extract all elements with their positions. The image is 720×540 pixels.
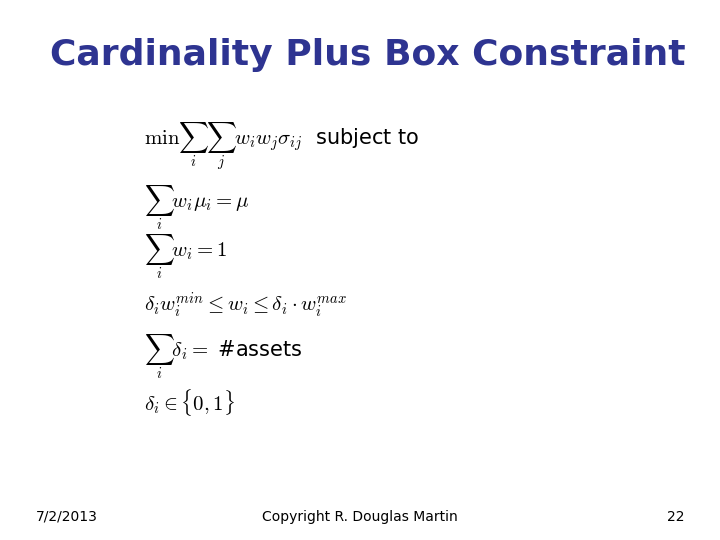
Text: $\sum_i w_i = 1$: $\sum_i w_i = 1$	[144, 232, 228, 281]
Text: Cardinality Plus Box Constraint: Cardinality Plus Box Constraint	[50, 38, 686, 72]
Text: 7/2/2013: 7/2/2013	[36, 510, 98, 524]
Text: $\delta_i w_i^{min} \leq w_i \leq \delta_i \cdot w_i^{max}$: $\delta_i w_i^{min} \leq w_i \leq \delta…	[144, 291, 347, 320]
Text: $\delta_i \in \{0, 1\}$: $\delta_i \in \{0, 1\}$	[144, 387, 235, 418]
Text: Copyright R. Douglas Martin: Copyright R. Douglas Martin	[262, 510, 458, 524]
Text: $\sum_i \delta_i = $ #assets: $\sum_i \delta_i = $ #assets	[144, 332, 302, 381]
Text: 22: 22	[667, 510, 684, 524]
Text: $\sum_i w_i \mu_i = \mu$: $\sum_i w_i \mu_i = \mu$	[144, 184, 250, 232]
Text: $\min \sum_i \sum_j w_i w_j \sigma_{ij}$  subject to: $\min \sum_i \sum_j w_i w_j \sigma_{ij}$…	[144, 120, 420, 172]
